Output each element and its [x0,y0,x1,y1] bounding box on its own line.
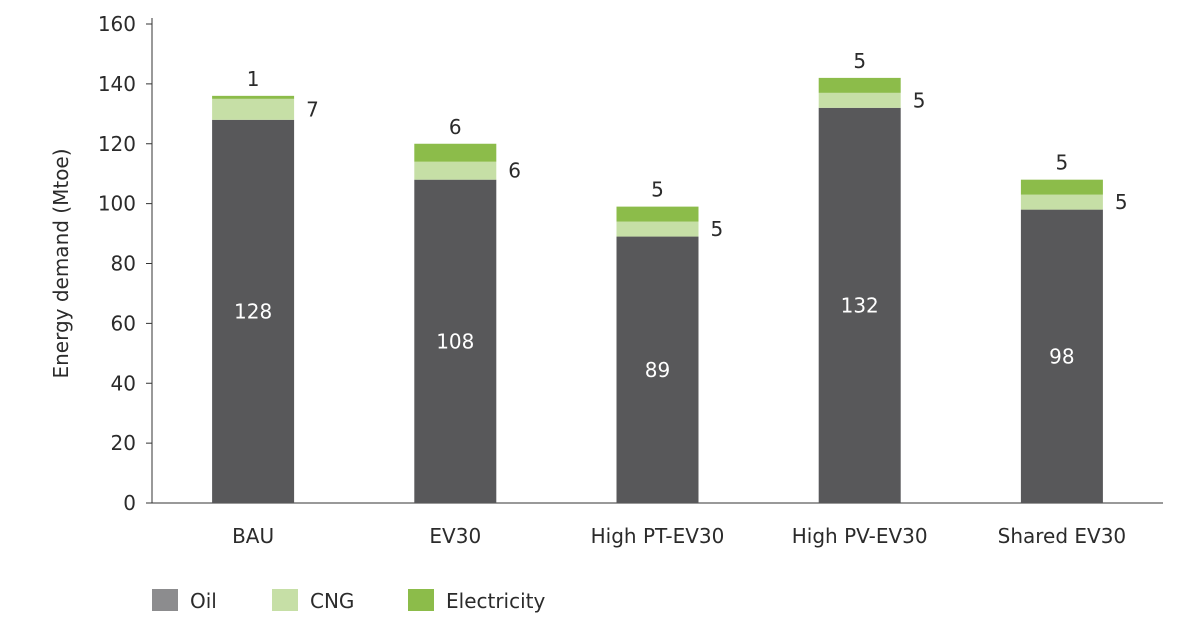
data-label-oil: 132 [841,293,879,317]
bar-segment-electricity [818,77,901,93]
legend-label-cng: CNG [310,589,354,613]
x-category-label: High PT-EV30 [591,524,725,548]
bar-segment-cng [616,221,699,237]
y-tick-label: 20 [111,431,136,455]
data-label-oil: 128 [234,299,272,323]
bar-segment-electricity [414,143,497,162]
data-label-oil: 98 [1049,344,1074,368]
y-tick-label: 40 [111,371,136,395]
bar-segment-oil [818,107,901,503]
legend-swatch-cng [272,589,298,611]
axes: 0 20 40 60 80 100 120 140 160 Energy demand (Mtoe… [49,12,1163,548]
data-labels: 128 7 1 108 6 6 89 5 5 132 5 5 98 5 5 [234,49,1128,382]
x-category-label: BAU [232,524,274,548]
legend-swatch-electricity [408,589,434,611]
bar-segment-oil [414,179,497,504]
x-category-label: EV30 [429,524,481,548]
legend-label-oil: Oil [190,589,217,613]
bar-segment-electricity [1020,179,1103,195]
bar-segment-electricity [616,206,699,222]
y-tick-label: 0 [123,491,136,515]
bar-segment-cng [414,161,497,180]
x-category-label: High PV-EV30 [792,524,928,548]
bar-segment-oil [616,236,699,503]
data-label-cng: 5 [711,217,724,241]
legend: Oil CNG Electricity [152,589,546,613]
data-label-electricity: 6 [449,115,462,139]
data-label-electricity: 5 [651,178,664,202]
data-label-oil: 89 [645,358,670,382]
y-tick-label: 60 [111,311,136,335]
data-label-cng: 7 [306,97,319,121]
y-tick-label: 140 [98,72,136,96]
x-category-label: Shared EV30 [998,524,1127,548]
y-axis-title: Energy demand (Mtoe) [49,148,73,378]
legend-label-electricity: Electricity [446,589,546,613]
y-tick-label: 120 [98,132,136,156]
bar-segment-cng [212,98,295,120]
bar-segment-oil [1020,209,1103,504]
bar-segment-cng [1020,194,1103,210]
data-label-cng: 5 [913,88,926,112]
data-label-electricity: 5 [1056,151,1069,175]
y-tick-label: 100 [98,192,136,216]
bar-segment-electricity [212,95,295,99]
legend-swatch-oil [152,589,178,611]
bar-segment-oil [212,119,295,504]
data-label-electricity: 1 [247,67,260,91]
data-label-cng: 5 [1115,190,1128,214]
y-tick-label: 80 [111,252,136,276]
bars [212,77,1103,504]
data-label-cng: 6 [508,159,521,183]
bar-segment-cng [818,92,901,108]
y-tick-label: 160 [98,12,136,36]
data-label-electricity: 5 [853,49,866,73]
data-label-oil: 108 [436,329,474,353]
